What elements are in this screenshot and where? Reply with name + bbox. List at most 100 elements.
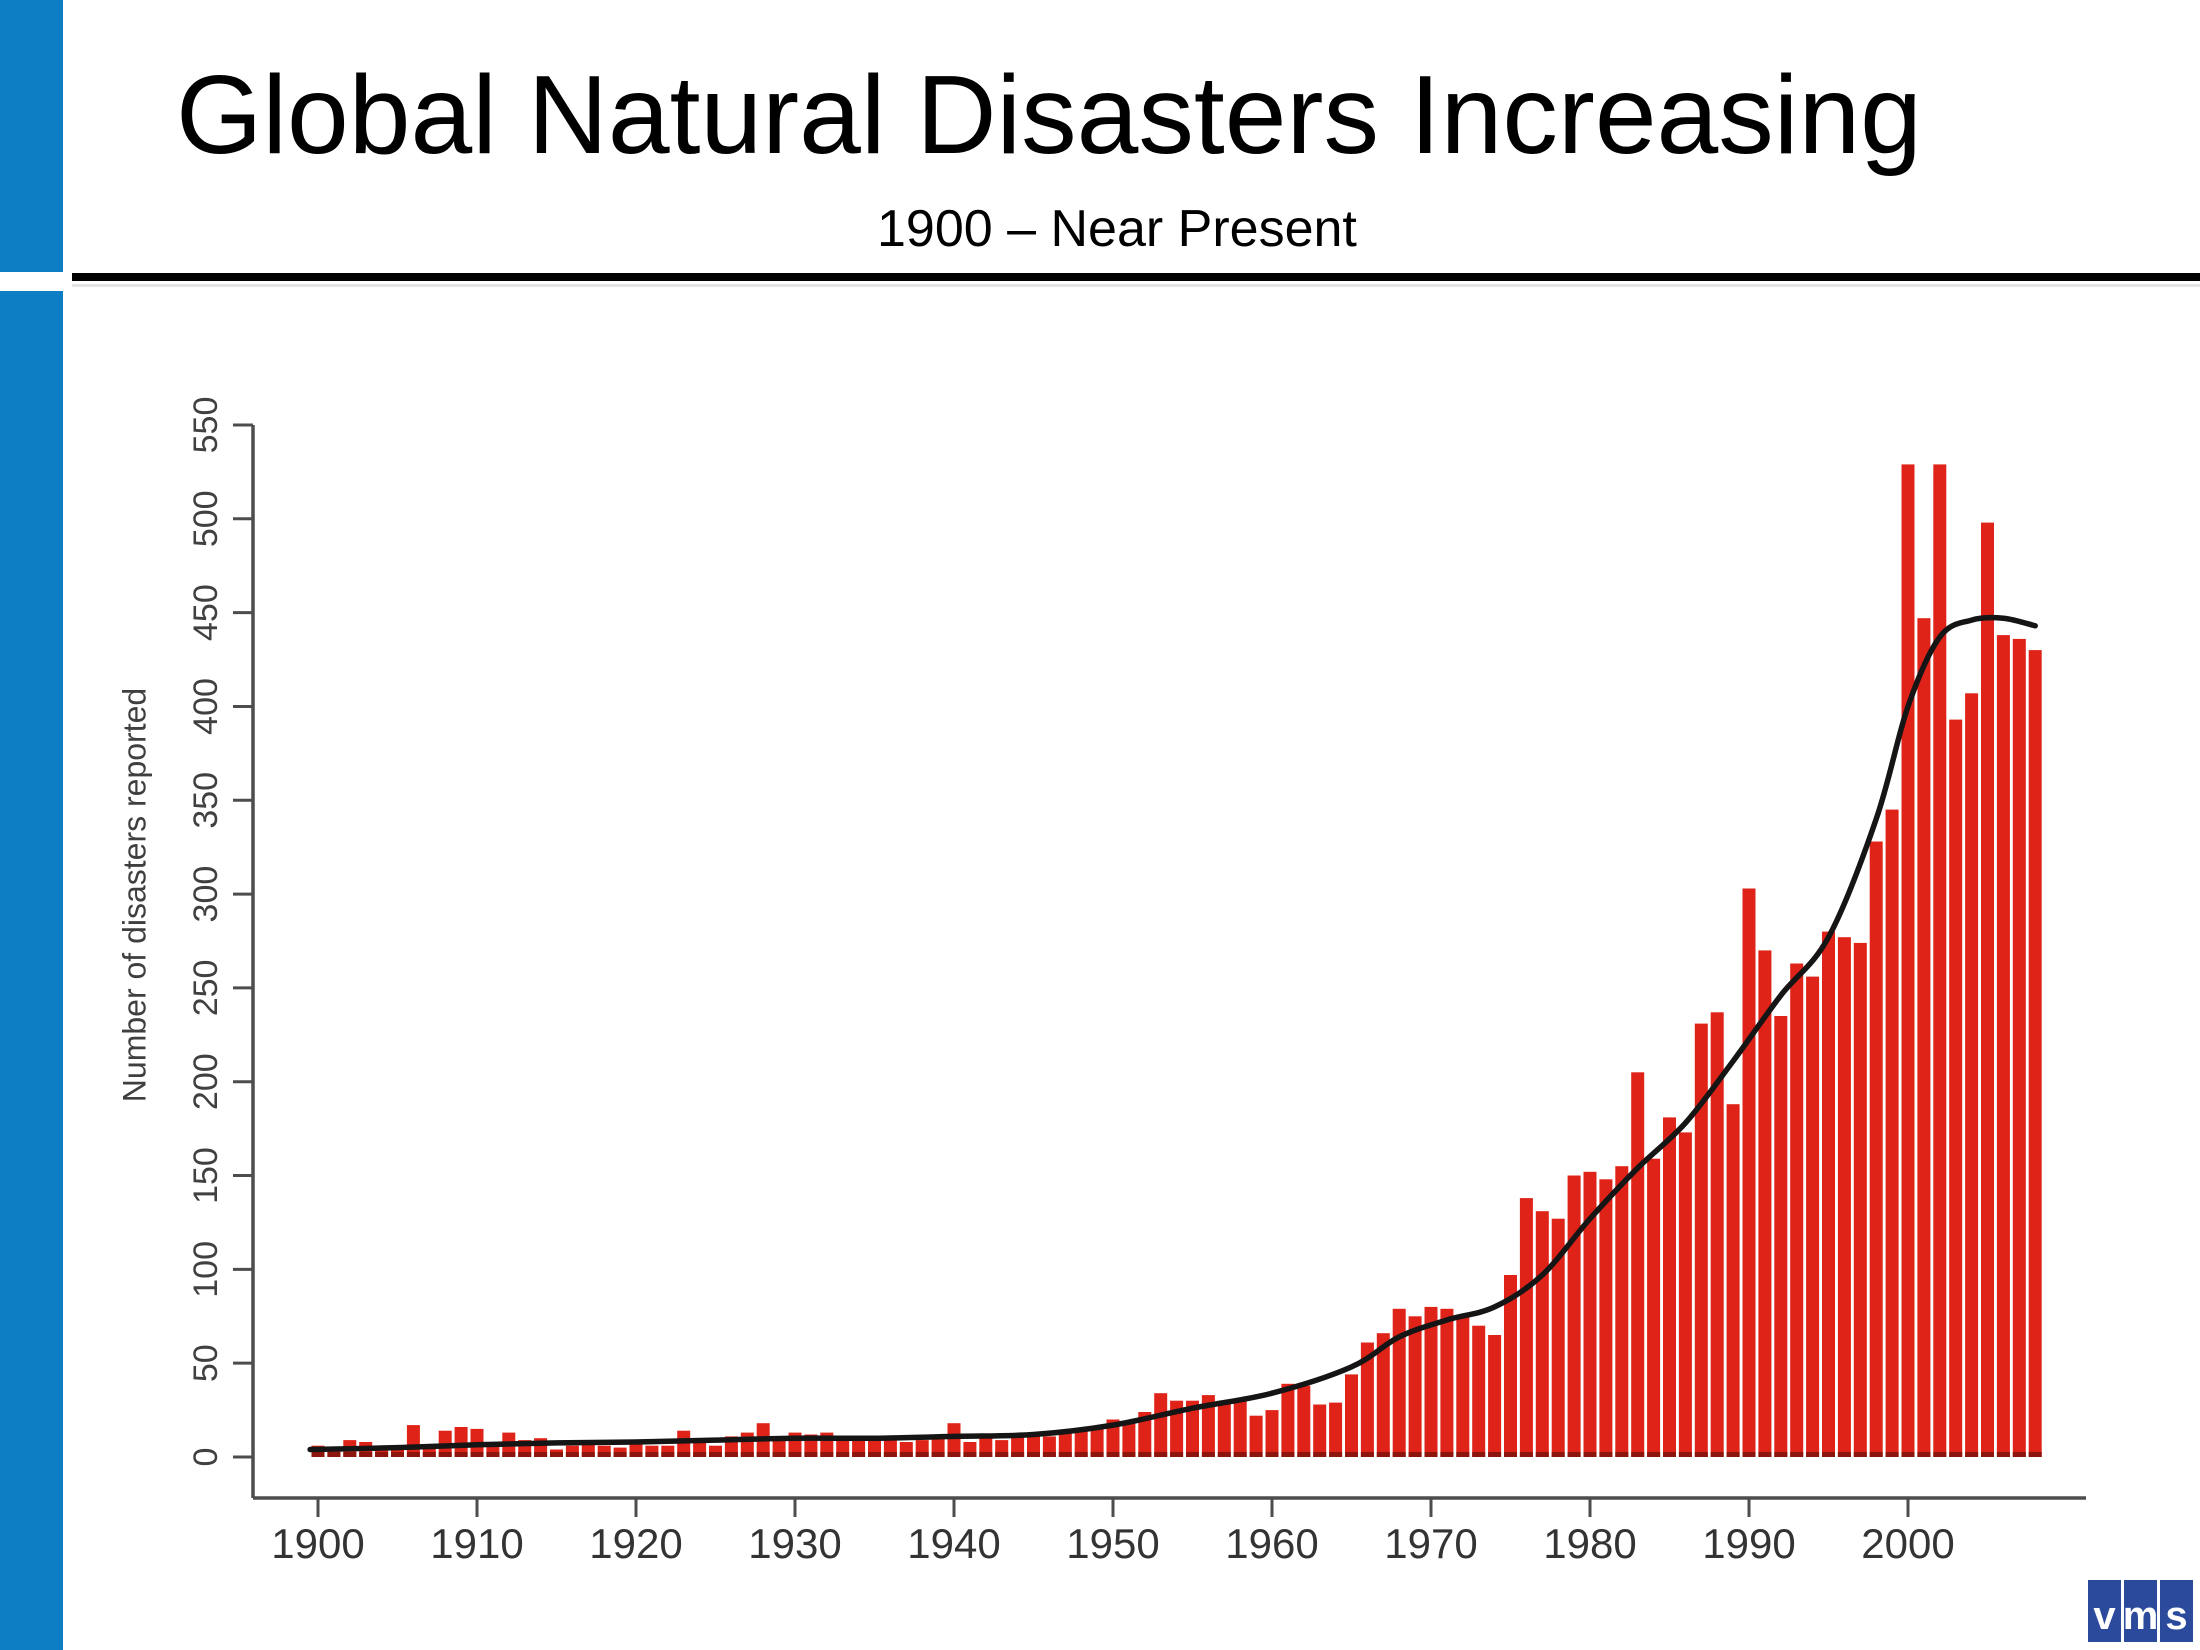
bar-base-1901 [327,1452,341,1457]
bar-2002 [1933,464,1947,1457]
bar-base-1906 [406,1452,420,1457]
vms-logo-tile-v: v [2088,1580,2121,1642]
bar-1980 [1583,1171,1597,1457]
bar-1993 [1790,963,1804,1457]
bar-1997 [1853,942,1867,1457]
bar-1950 [1106,1419,1120,1457]
bar-base-1983 [1631,1452,1645,1457]
bar-2001 [1917,618,1931,1457]
bar-base-1918 [597,1452,611,1457]
bar-base-1941 [963,1452,977,1457]
bar-base-1904 [375,1452,389,1457]
bar-base-1948 [1074,1452,1088,1457]
bar-base-1976 [1519,1452,1533,1457]
vms-logo-tile-s: s [2160,1580,2193,1642]
bar-base-1990 [1742,1452,1756,1457]
bar-1990 [1742,888,1756,1457]
bar-1998 [1869,841,1883,1457]
bar-1944 [1011,1436,1025,1457]
bar-1961 [1281,1383,1295,1457]
x-tick-label-1970: 1970 [1384,1520,1477,1567]
bar-base-1939 [931,1452,945,1457]
bar-1905 [391,1445,404,1457]
y-tick-label-150: 150 [187,1147,225,1204]
bar-2004 [1965,693,1979,1457]
bar-base-1908 [438,1452,452,1457]
bar-base-1984 [1647,1452,1661,1457]
bar-base-1989 [1726,1452,1740,1457]
bar-base-1964 [1329,1452,1343,1457]
y-tick-label-0: 0 [187,1448,225,1467]
bar-base-1911 [486,1452,500,1457]
bar-base-1979 [1567,1452,1581,1457]
bar-base-1970 [1424,1452,1438,1457]
bar-base-1994 [1806,1452,1820,1457]
bar-base-1992 [1774,1452,1788,1457]
bar-base-1977 [1535,1452,1549,1457]
bar-base-1950 [1106,1452,1120,1457]
bar-base-1915 [550,1452,563,1457]
bar-2005 [1981,522,1994,1457]
bar-base-2000 [1901,1452,1915,1457]
bar-base-1978 [1551,1452,1565,1457]
bar-1969 [1408,1316,1422,1457]
bar-base-1922 [661,1452,675,1457]
x-tick-label-1900: 1900 [271,1520,364,1567]
bar-base-1928 [756,1452,770,1457]
bar-1968 [1392,1308,1406,1457]
bar-1965 [1345,1374,1358,1457]
bar-base-1967 [1376,1452,1390,1457]
bar-base-1982 [1615,1452,1629,1457]
bar-1967 [1376,1333,1390,1457]
bar-base-1980 [1583,1452,1597,1457]
bar-base-1938 [915,1452,929,1457]
bar-base-1956 [1201,1452,1215,1457]
bar-base-1968 [1392,1452,1406,1457]
bar-base-1923 [677,1452,691,1457]
x-tick-label-1920: 1920 [589,1520,682,1567]
bar-base-1921 [645,1452,659,1457]
bar-base-2001 [1917,1452,1931,1457]
bar-1989 [1726,1104,1740,1457]
bar-1960 [1265,1410,1279,1457]
bar-base-1966 [1360,1452,1374,1457]
bar-base-1936 [883,1452,897,1457]
bar-1979 [1567,1175,1581,1457]
bar-base-1965 [1345,1452,1358,1457]
x-tick-label-1940: 1940 [907,1520,1000,1567]
bar-1978 [1551,1218,1565,1457]
bar-1983 [1631,1072,1645,1457]
bar-base-2006 [1996,1452,2010,1457]
bar-1995 [1822,931,1835,1457]
bar-1923 [677,1430,691,1457]
bar-base-1913 [518,1452,532,1457]
bar-base-1973 [1472,1452,1486,1457]
y-tick-label-400: 400 [187,678,225,735]
bar-base-1997 [1853,1452,1867,1457]
bar-1994 [1806,976,1820,1457]
bar-1999 [1885,809,1899,1457]
title-rule-shadow [72,284,2200,287]
bar-1918 [597,1445,611,1457]
bar-1972 [1456,1316,1470,1457]
x-tick-label-1950: 1950 [1066,1520,1159,1567]
bar-base-1916 [565,1452,579,1457]
x-tick-label-1910: 1910 [430,1520,523,1567]
bar-1966 [1360,1342,1374,1457]
bar-base-1926 [724,1452,738,1457]
bar-base-1934 [852,1452,866,1457]
bar-base-1931 [804,1452,818,1457]
bar-base-1999 [1885,1452,1899,1457]
bar-base-1946 [1042,1452,1056,1457]
bar-1973 [1472,1325,1486,1457]
bar-1952 [1138,1412,1152,1457]
bar-1945 [1027,1434,1040,1457]
y-tick-label-550: 550 [187,397,225,454]
bar-base-1971 [1440,1452,1454,1457]
bar-1985 [1663,1117,1676,1457]
bar-base-1942 [979,1452,993,1457]
bar-base-1993 [1790,1452,1804,1457]
vms-logo-tile-m: m [2123,1580,2158,1642]
bar-base-2005 [1981,1452,1994,1457]
bar-base-1953 [1154,1452,1168,1457]
